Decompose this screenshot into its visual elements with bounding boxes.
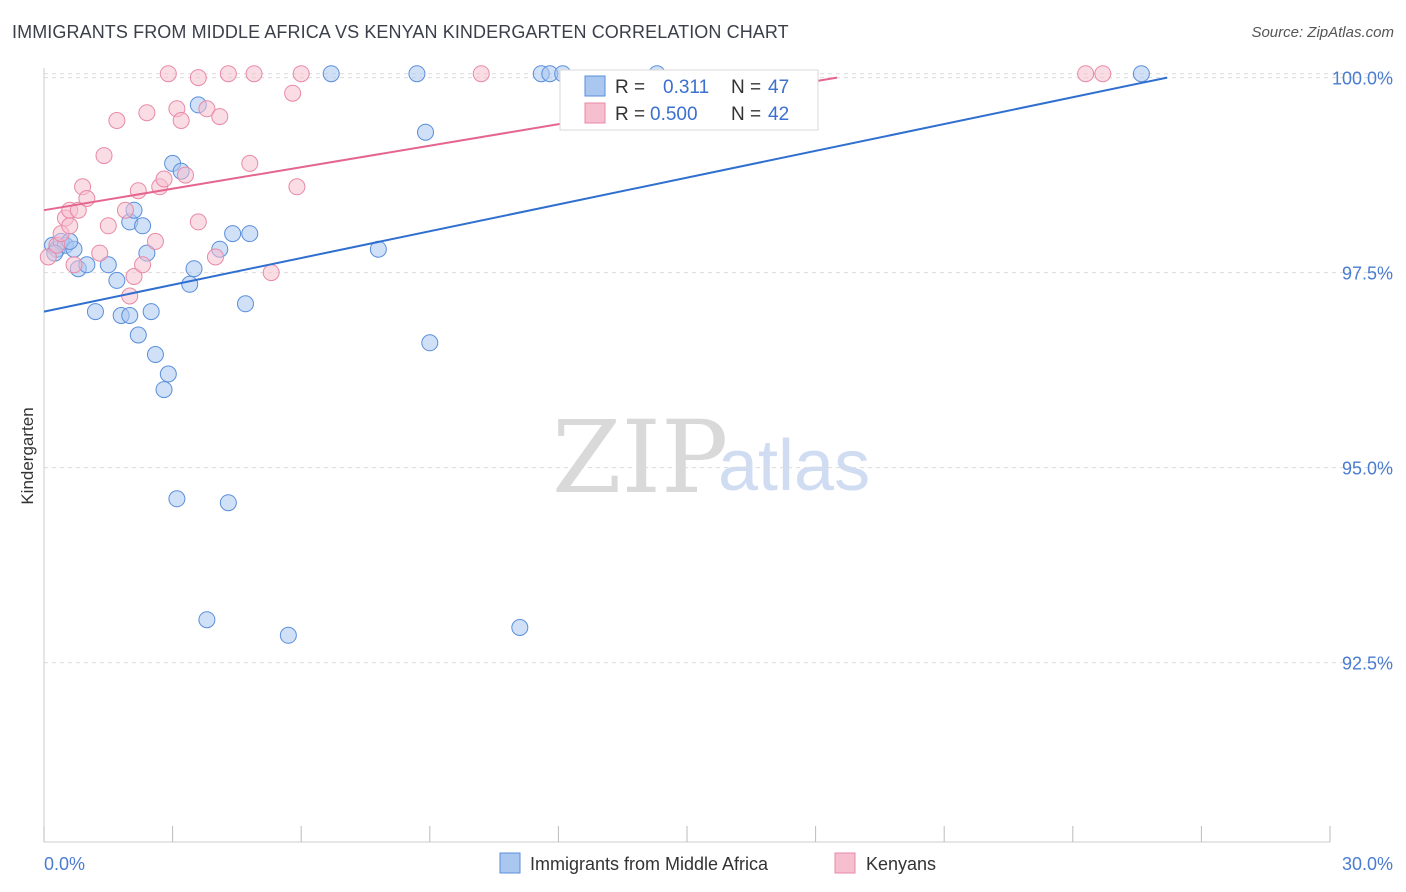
point-immigrants: [185, 260, 203, 278]
point-kenyans: [288, 178, 306, 196]
y-tick-label: 97.5%: [1342, 264, 1393, 284]
point-kenyans: [69, 201, 87, 219]
point-kenyans: [108, 112, 126, 129]
legend-n-value-pink: 42: [768, 104, 789, 125]
point-immigrants: [198, 611, 216, 629]
point-kenyans: [262, 264, 280, 282]
point-immigrants: [142, 303, 160, 321]
bottom-legend-label-pink: Kenyans: [866, 854, 936, 874]
point-immigrants: [108, 271, 126, 289]
point-kenyans: [241, 154, 259, 172]
point-kenyans: [219, 65, 237, 83]
point-immigrants: [417, 123, 435, 141]
series-kenyans: [39, 65, 1112, 305]
y-tick-label: 92.5%: [1342, 654, 1393, 674]
point-kenyans: [116, 201, 134, 219]
point-kenyans: [1077, 65, 1095, 83]
point-kenyans: [91, 244, 109, 262]
legend-swatch-blue: [584, 75, 606, 97]
bottom-legend-swatch-pink: [834, 852, 856, 874]
point-immigrants: [408, 65, 426, 83]
point-kenyans: [472, 65, 490, 83]
point-immigrants: [168, 490, 186, 508]
legend-r-value-blue: 0.311: [663, 77, 709, 98]
point-kenyans: [1094, 65, 1112, 83]
point-kenyans: [121, 287, 139, 305]
legend-n-label-blue: N =: [731, 77, 761, 98]
point-immigrants: [219, 494, 237, 512]
point-kenyans: [99, 217, 117, 235]
point-kenyans: [245, 65, 263, 83]
point-immigrants: [511, 619, 529, 636]
point-immigrants: [121, 307, 139, 324]
chart-title: IMMIGRANTS FROM MIDDLE AFRICA VS KENYAN …: [12, 22, 789, 42]
legend-swatch-pink: [584, 102, 606, 124]
point-immigrants: [224, 225, 242, 243]
point-kenyans: [292, 65, 310, 83]
point-kenyans: [65, 256, 83, 274]
point-kenyans: [189, 69, 207, 87]
point-immigrants: [99, 256, 117, 274]
point-immigrants: [86, 303, 104, 321]
correlation-legend: R = 0.311 N = 47 R = 0.500 N = 42: [559, 69, 819, 131]
point-immigrants: [421, 334, 439, 352]
point-kenyans: [284, 84, 302, 102]
point-kenyans: [39, 248, 57, 266]
point-kenyans: [198, 100, 216, 118]
trend-line-immigrants: [43, 76, 1168, 313]
x-ticks: [43, 826, 1331, 842]
point-kenyans: [206, 248, 224, 266]
point-kenyans: [172, 112, 190, 129]
point-kenyans: [155, 170, 173, 188]
point-kenyans: [138, 104, 156, 122]
source-credit: Source: ZipAtlas.com: [1251, 24, 1394, 41]
point-kenyans: [95, 147, 113, 165]
point-immigrants: [146, 346, 164, 363]
legend-r-label-pink: R =: [615, 104, 645, 125]
watermark-zip: ZIP: [552, 399, 728, 516]
series-legend: Immigrants from Middle Africa Kenyans: [499, 852, 936, 874]
point-immigrants: [241, 225, 259, 243]
legend-r-value-pink: 0.500: [650, 104, 698, 125]
point-kenyans: [61, 217, 79, 235]
point-kenyans: [146, 232, 164, 250]
point-kenyans: [134, 256, 152, 274]
bottom-legend-swatch-blue: [499, 852, 521, 874]
point-kenyans: [211, 108, 229, 126]
point-immigrants: [1132, 65, 1150, 83]
x-tick-label-min: 0.0%: [44, 854, 85, 874]
point-immigrants: [159, 365, 177, 383]
point-immigrants: [181, 275, 199, 293]
bottom-legend-label-blue: Immigrants from Middle Africa: [530, 854, 769, 874]
point-immigrants: [134, 217, 152, 235]
series-immigrants-middle-africa: [44, 65, 1150, 644]
point-kenyans: [125, 268, 143, 285]
watermark-atlas: atlas: [718, 426, 870, 506]
y-tick-label: 100.0%: [1332, 69, 1393, 89]
point-kenyans: [189, 213, 207, 231]
point-immigrants: [236, 295, 254, 313]
point-immigrants: [279, 626, 297, 644]
point-immigrants: [155, 381, 173, 399]
point-immigrants: [322, 65, 340, 83]
legend-n-label-pink: N =: [731, 104, 761, 125]
point-kenyans: [159, 65, 177, 83]
legend-r-label-blue: R =: [615, 77, 645, 98]
legend-n-value-blue: 47: [768, 77, 789, 98]
y-tick-label: 95.0%: [1342, 459, 1393, 479]
x-tick-label-max: 30.0%: [1342, 854, 1393, 874]
y-axis-label: Kindergarten: [18, 407, 37, 504]
point-immigrants: [129, 326, 147, 344]
point-kenyans: [176, 166, 194, 184]
y-tick-labels: 92.5% 95.0% 97.5% 100.0%: [1332, 69, 1393, 674]
